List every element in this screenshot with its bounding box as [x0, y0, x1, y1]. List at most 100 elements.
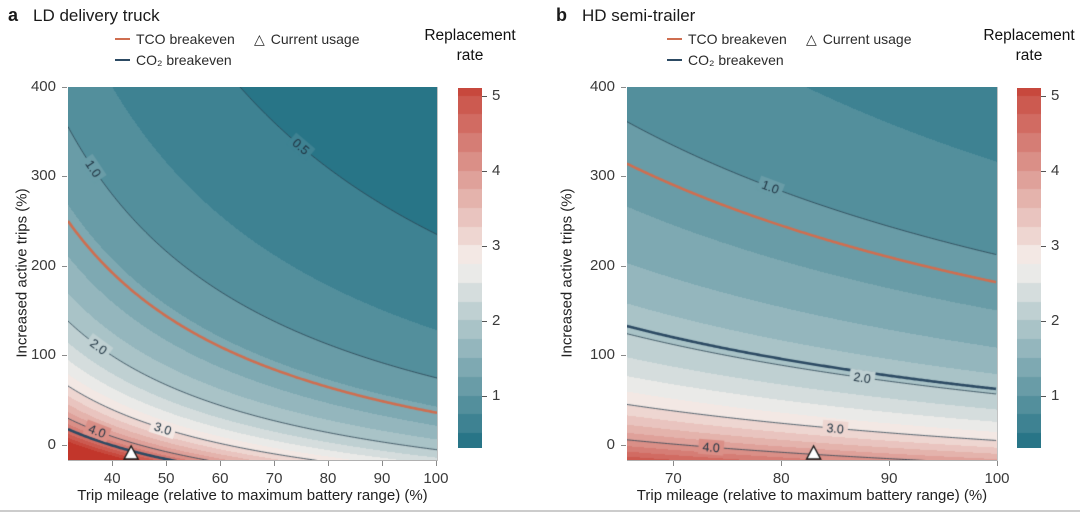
legend-a-tco: TCO breakeven [115, 30, 235, 48]
colorbar-tick [1041, 170, 1046, 172]
colorbar-title-a: Replacement rate [424, 26, 515, 66]
colorbar-tick-label: 4 [1051, 161, 1060, 179]
panel-a-letter: a [8, 5, 19, 25]
tick-label: 70 [665, 470, 682, 487]
colorbar-tick-label: 3 [492, 236, 501, 254]
co2-line-swatch [115, 59, 130, 61]
axis-mark [274, 461, 276, 466]
tick-label: 400 [589, 78, 615, 95]
colorbar-tick-label: 2 [1051, 311, 1060, 329]
axis-mark [781, 461, 783, 466]
tick-label: 90 [880, 470, 898, 487]
triangle-marker-icon: △ [254, 30, 265, 47]
colorbar-tick [482, 320, 487, 322]
colorbar-a [458, 88, 482, 448]
colorbar-tick-label: 4 [492, 161, 501, 179]
tick-label: 300 [589, 167, 615, 185]
colorbar-tick [1041, 320, 1046, 322]
x-axis-label-a: Trip mileage (relative to maximum batter… [77, 487, 428, 504]
colorbar-title-a-line2: rate [456, 47, 484, 64]
axis-mark [62, 355, 67, 357]
panel-b-title-text: HD semi-trailer [582, 6, 696, 25]
axis-mark [220, 461, 222, 466]
colorbar-tick [482, 395, 487, 397]
axis-mark [621, 265, 626, 267]
colorbar-tick-label: 5 [492, 86, 501, 104]
colorbar-tick-label: 2 [492, 311, 501, 329]
colorbar-title-a-line1: Replacement [424, 27, 516, 44]
panel-b: b HD semi-trailer TCO breakeven CO₂ break… [540, 0, 1080, 514]
axis-mark [62, 176, 67, 178]
colorbar-tick-label: 1 [492, 386, 501, 404]
tick-label: 100 [589, 346, 615, 364]
colorbar-tick [1041, 395, 1046, 397]
panel-a: a LD delivery truck TCO breakeven CO₂ bre… [8, 5, 516, 504]
colorbar-tick-label: 3 [1051, 236, 1060, 254]
tick-label: 80 [772, 470, 790, 487]
contour-plot-a [68, 87, 437, 460]
co2-legend-label: CO₂ breakeven [136, 52, 232, 68]
colorbar-tick [1041, 245, 1046, 247]
tick-label: 50 [157, 470, 175, 487]
axis-mark [437, 87, 438, 461]
colorbar-tick [1041, 95, 1046, 97]
tick-label: 400 [30, 78, 56, 95]
legend-b-usage: △ Current usage [806, 30, 912, 48]
triangle-marker-icon: △ [806, 30, 817, 47]
tco-legend-label: TCO breakeven [136, 31, 235, 47]
tick-label: 40 [103, 470, 121, 487]
axis-mark [621, 444, 626, 446]
panel-a-title: a LD delivery truck [8, 5, 160, 26]
panel-a-title-text: LD delivery truck [33, 6, 160, 25]
co2-line-swatch [667, 59, 682, 61]
legend-a-co2: CO₂ breakeven [115, 51, 232, 69]
tick-label: 0 [47, 435, 56, 453]
tick-label: 0 [606, 435, 615, 453]
panel-b-letter: b [556, 5, 567, 25]
tick-label: 200 [589, 256, 615, 274]
axis-mark [997, 87, 998, 461]
axis-mark [62, 444, 67, 446]
colorbar-title-b: Replacement rate [983, 26, 1074, 66]
colorbar-tick [482, 245, 487, 247]
colorbar-tick [482, 170, 487, 172]
axis-mark [435, 461, 437, 466]
panel-b-title: b HD semi-trailer [556, 5, 695, 26]
colorbar-tick-label: 1 [1051, 386, 1060, 404]
legend-b-co2: CO₂ breakeven [667, 51, 784, 69]
axis-mark [381, 461, 383, 466]
legend-a-usage: △ Current usage [254, 30, 360, 48]
legend-b-tco: TCO breakeven [667, 30, 787, 48]
tick-label: 80 [319, 470, 337, 487]
co2-legend-label: CO₂ breakeven [688, 52, 784, 68]
tick-label: 70 [265, 470, 283, 487]
axis-mark [112, 461, 114, 466]
tick-label: 100 [984, 470, 1010, 487]
axis-mark [627, 460, 997, 461]
axis-mark [673, 461, 675, 466]
tco-legend-label: TCO breakeven [688, 31, 787, 47]
contour-plot-b [627, 87, 997, 460]
figure-bottom-rule [0, 510, 1080, 512]
axis-mark [889, 461, 891, 466]
x-axis-label-b: Trip mileage (relative to maximum batter… [636, 487, 988, 504]
usage-legend-label: Current usage [270, 31, 360, 47]
tick-label: 300 [30, 167, 56, 185]
tick-label: 100 [30, 346, 56, 364]
axis-mark [328, 461, 330, 466]
tick-label: 60 [211, 470, 229, 487]
usage-legend-label: Current usage [822, 31, 912, 47]
tick-label: 90 [373, 470, 391, 487]
axis-mark [621, 355, 626, 357]
colorbar-tick [482, 95, 487, 97]
axis-mark [62, 265, 67, 267]
axis-mark [62, 87, 67, 88]
axis-mark [621, 87, 626, 88]
tick-label: 100 [423, 470, 449, 487]
colorbar-b [1017, 88, 1041, 448]
tco-line-swatch [115, 38, 130, 40]
axis-mark [621, 176, 626, 178]
colorbar-title-b-line1: Replacement [983, 27, 1075, 44]
axis-mark [997, 461, 998, 466]
